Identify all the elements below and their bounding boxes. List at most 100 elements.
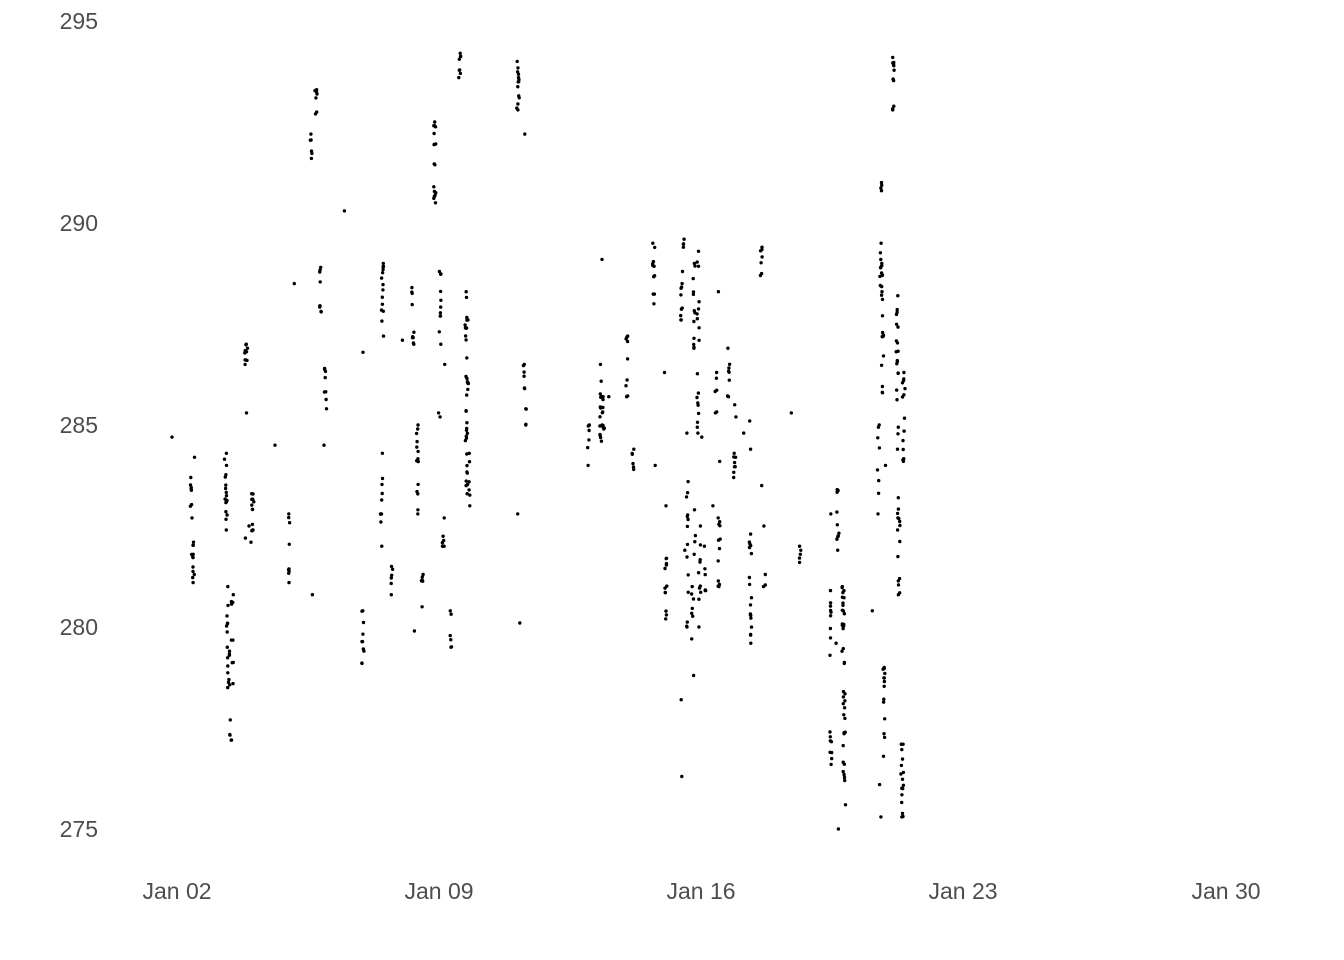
data-point	[683, 549, 686, 552]
data-point	[442, 545, 445, 548]
data-point	[703, 567, 706, 570]
data-point	[226, 664, 229, 667]
data-point	[879, 258, 882, 261]
y-tick-label-290: 290	[60, 210, 98, 236]
data-point	[382, 334, 385, 337]
data-point	[696, 372, 699, 375]
data-point	[692, 597, 695, 600]
data-point	[682, 246, 685, 249]
data-point	[727, 366, 730, 369]
data-point	[230, 638, 233, 641]
data-point	[191, 576, 194, 579]
data-point	[697, 412, 700, 415]
data-point	[441, 541, 444, 544]
data-point	[891, 56, 894, 59]
data-point	[883, 736, 886, 739]
data-point	[288, 521, 291, 524]
data-point	[190, 503, 193, 506]
data-point	[450, 645, 453, 648]
data-point	[876, 512, 879, 515]
data-point	[223, 458, 226, 461]
data-point	[901, 757, 904, 760]
data-point	[697, 625, 700, 628]
data-point	[229, 718, 232, 721]
data-point	[842, 744, 845, 747]
data-point	[382, 262, 385, 265]
data-point	[449, 609, 452, 612]
data-point	[695, 312, 698, 315]
data-point	[704, 589, 707, 592]
data-point	[902, 429, 905, 432]
data-point	[250, 492, 253, 495]
data-point	[415, 490, 418, 493]
data-point	[829, 614, 832, 617]
data-point	[686, 491, 689, 494]
data-point	[697, 339, 700, 342]
data-point	[680, 698, 683, 701]
data-point	[287, 512, 290, 515]
data-point	[699, 543, 702, 546]
data-point	[898, 540, 901, 543]
data-point	[898, 524, 901, 527]
data-point	[458, 69, 461, 72]
data-point	[718, 524, 721, 527]
data-point	[249, 541, 252, 544]
data-point	[468, 504, 471, 507]
data-point	[516, 60, 519, 63]
data-point	[880, 285, 883, 288]
data-point	[718, 460, 721, 463]
data-point	[828, 654, 831, 657]
data-point	[830, 757, 833, 760]
data-point	[390, 565, 393, 568]
data-point	[439, 305, 442, 308]
data-point	[901, 815, 904, 818]
data-point	[287, 516, 290, 519]
data-point	[465, 393, 468, 396]
data-point	[665, 563, 668, 566]
data-point	[438, 270, 441, 273]
data-point	[834, 642, 837, 645]
data-point	[190, 516, 193, 519]
data-point	[516, 66, 519, 69]
data-point	[626, 394, 629, 397]
data-point	[224, 518, 227, 521]
data-point	[626, 334, 629, 337]
data-point	[432, 185, 435, 188]
data-point	[693, 309, 696, 312]
data-point	[465, 479, 468, 482]
data-point	[380, 483, 383, 486]
data-point	[437, 411, 440, 414]
data-point	[652, 292, 655, 295]
data-point	[226, 671, 229, 674]
data-point	[225, 513, 228, 516]
data-point	[693, 553, 696, 556]
data-point	[844, 803, 847, 806]
data-point	[323, 390, 326, 393]
data-point	[686, 480, 689, 483]
data-point	[749, 448, 752, 451]
data-point	[413, 629, 416, 632]
data-point	[749, 616, 752, 619]
data-point	[682, 238, 685, 241]
data-point	[665, 584, 668, 587]
data-point	[362, 649, 365, 652]
data-point	[324, 370, 327, 373]
data-point	[309, 132, 312, 135]
data-point	[717, 290, 720, 293]
data-point	[881, 314, 884, 317]
data-point	[465, 377, 468, 380]
data-point	[879, 186, 882, 189]
data-point	[897, 579, 900, 582]
data-point	[882, 755, 885, 758]
data-point	[829, 601, 832, 604]
y-tick-label-275: 275	[60, 816, 98, 842]
data-point	[760, 484, 763, 487]
data-point	[439, 299, 442, 302]
data-point	[380, 319, 383, 322]
data-point	[896, 294, 899, 297]
data-point	[895, 388, 898, 391]
data-point	[245, 343, 248, 346]
data-point	[881, 391, 884, 394]
data-point	[433, 194, 436, 197]
data-point	[750, 625, 753, 628]
